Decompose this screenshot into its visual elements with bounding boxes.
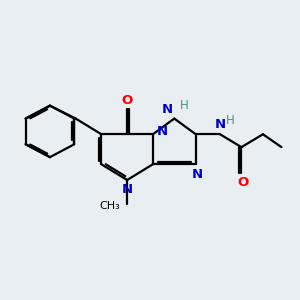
Text: N: N: [214, 118, 226, 131]
Text: O: O: [122, 94, 133, 107]
Text: H: H: [226, 114, 235, 128]
Text: O: O: [237, 176, 248, 189]
Text: N: N: [157, 125, 168, 139]
Text: CH₃: CH₃: [99, 201, 120, 211]
Text: H: H: [180, 99, 189, 112]
Text: N: N: [162, 103, 173, 116]
Text: N: N: [122, 183, 133, 196]
Text: N: N: [192, 168, 203, 181]
